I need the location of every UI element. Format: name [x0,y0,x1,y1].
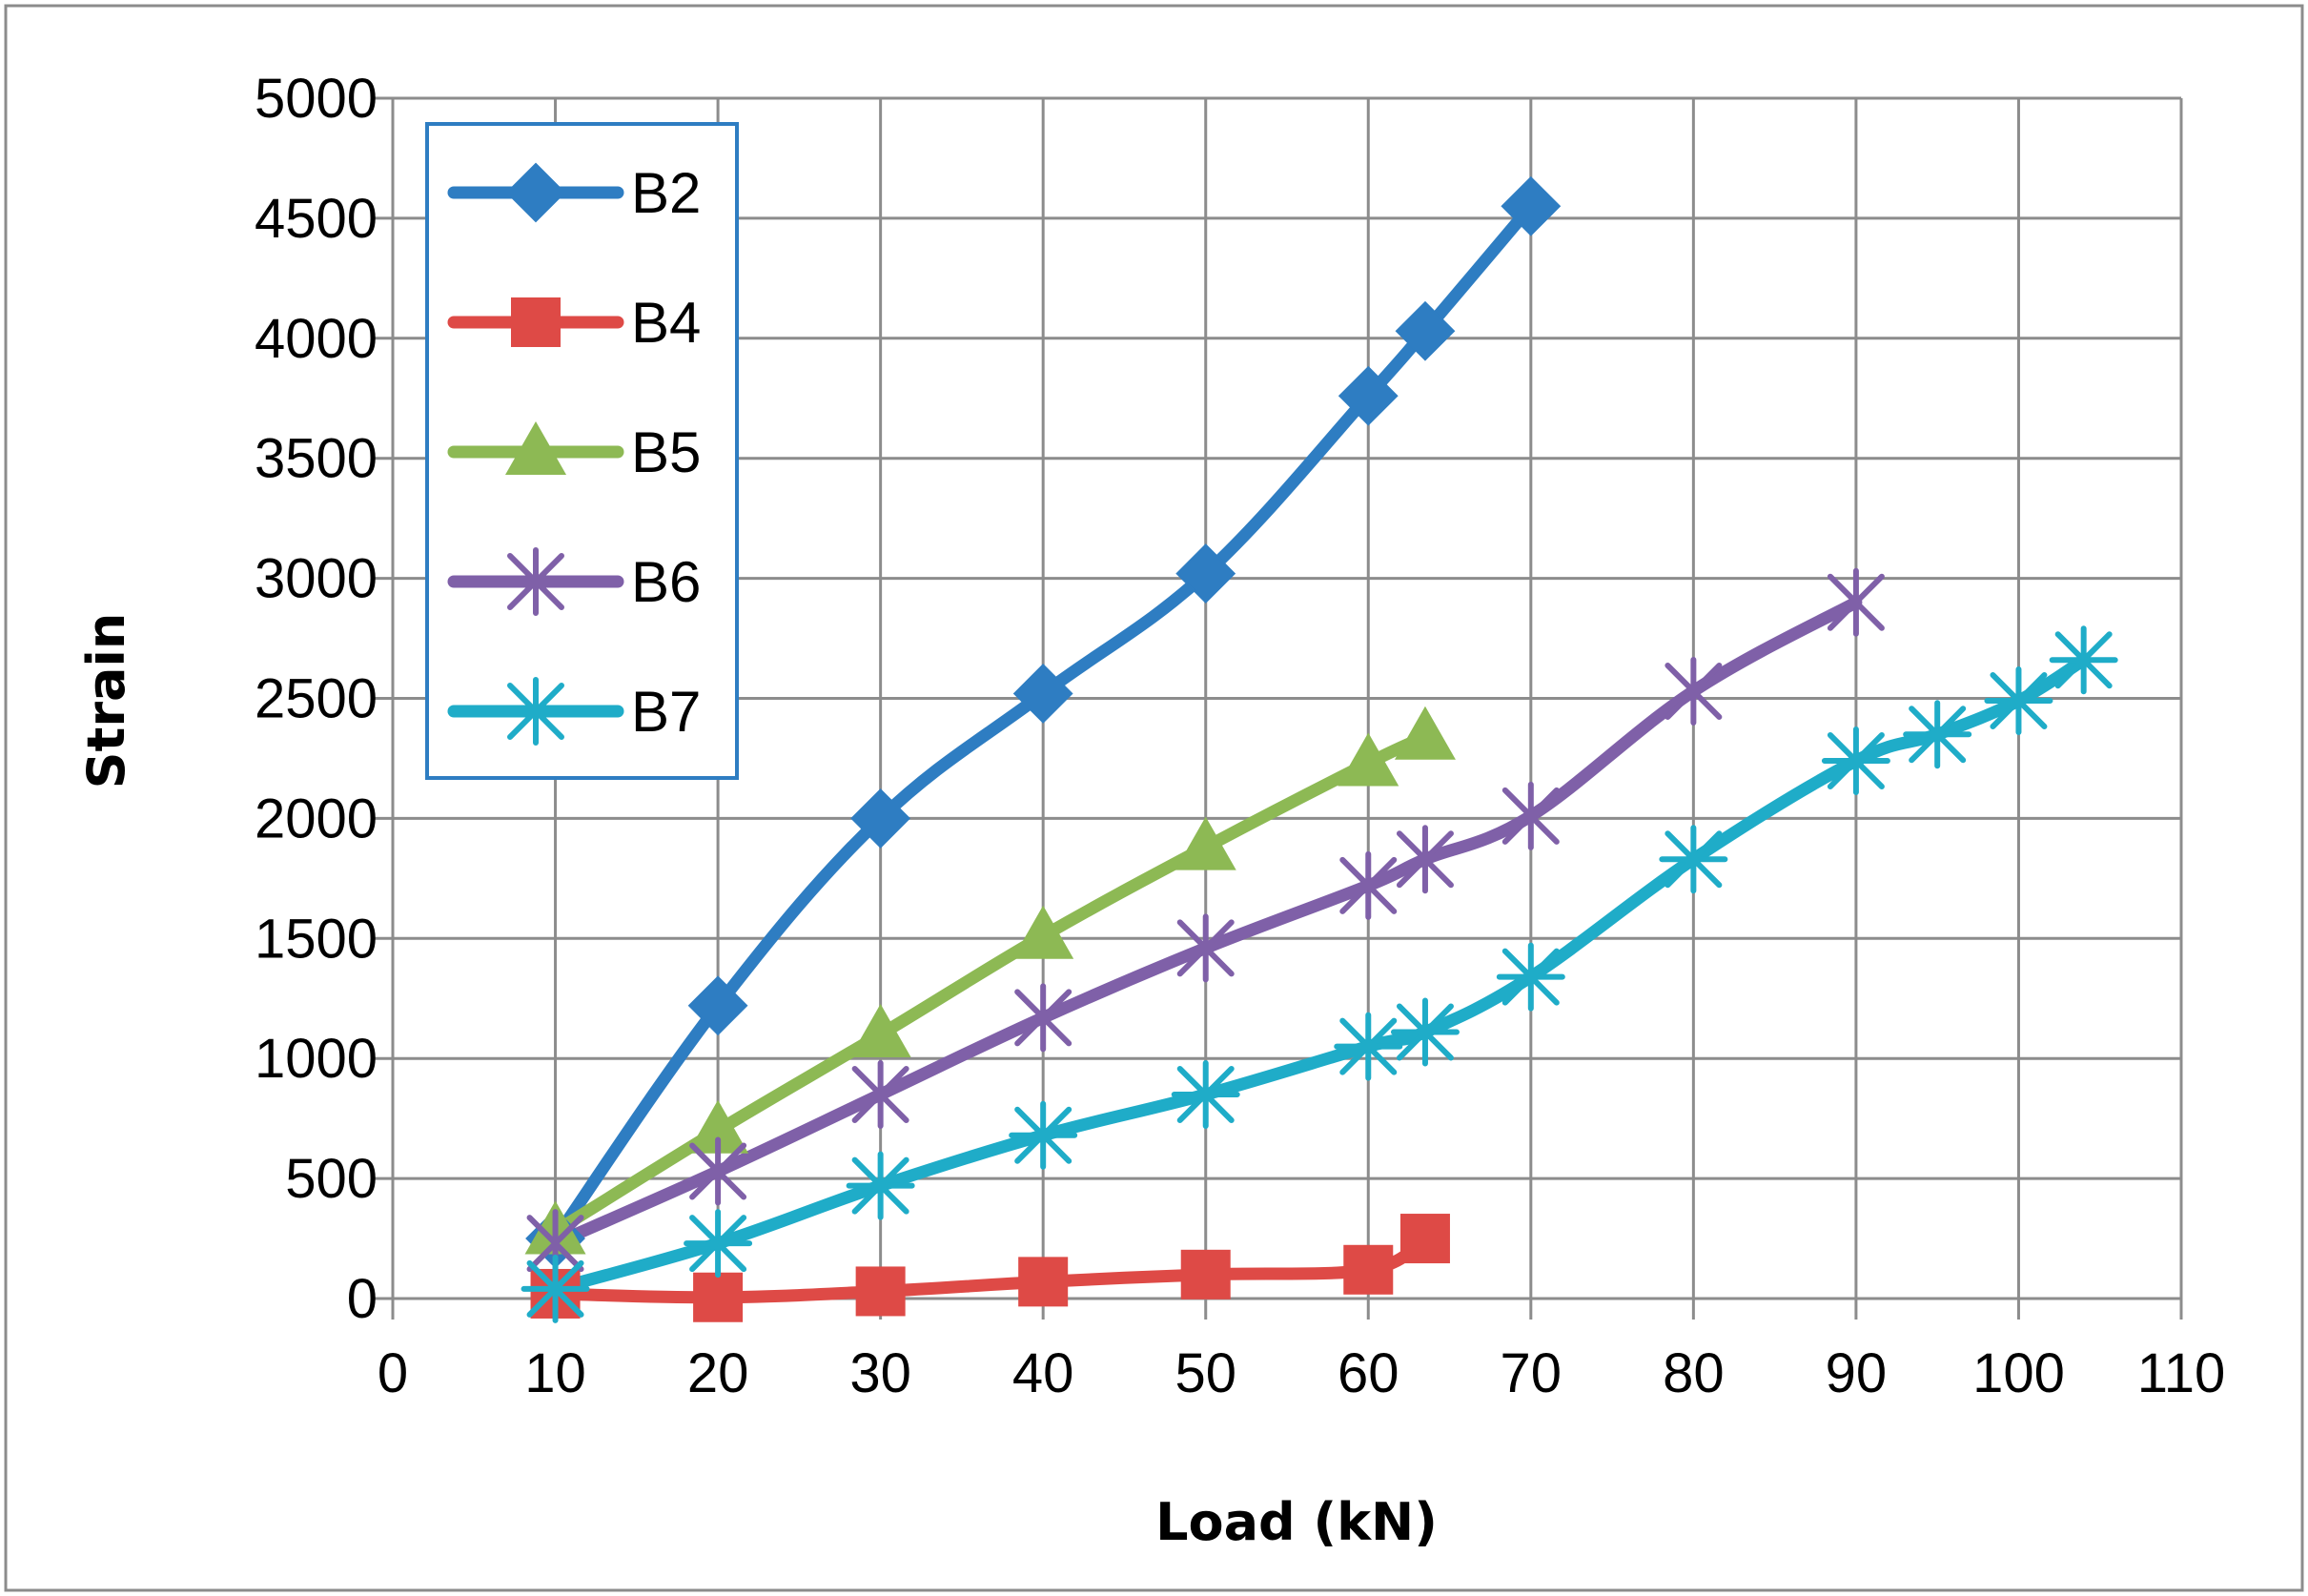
legend-item-b7: B7 [447,677,701,746]
data-point-b6 [1396,825,1454,894]
y-tick-label: 2000 [255,788,378,849]
data-point-b5 [1394,706,1456,760]
data-point-b7 [521,1254,590,1323]
data-point-b7 [2049,625,2118,695]
data-point-b6 [1665,656,1723,726]
y-tick-label: 5000 [255,68,378,130]
data-point-b7 [1984,666,2053,736]
data-point-b2 [1501,175,1562,236]
x-tick-label: 40 [1012,1342,1074,1404]
y-tick-label: 4500 [255,188,378,250]
data-point-b6 [1176,913,1235,983]
legend: B2 B4 B5 B6 B7 [425,122,739,780]
data-point-b7 [684,1209,753,1279]
data-point-b5 [1338,732,1399,787]
data-point-b7 [1903,700,1972,769]
data-point-b6 [1014,983,1072,1053]
data-point-b7 [1659,825,1728,894]
data-point-b2 [850,788,911,849]
legend-item-b5: B5 [447,420,701,484]
data-point-b4 [1399,1214,1450,1264]
data-point-b7 [1334,1012,1403,1081]
series-points-b2 [525,175,1562,1269]
data-point-b6 [1339,850,1398,920]
series-points-b6 [526,567,1885,1279]
data-point-b4 [1018,1257,1069,1307]
data-point-b2 [1175,543,1236,604]
data-point-b7 [1821,726,1890,795]
data-point-b6 [689,1136,747,1206]
legend-label-b2: B2 [631,161,701,225]
x-tick-label: 70 [1501,1342,1562,1404]
legend-marker-b5 [505,421,566,475]
data-point-b2 [1012,664,1073,724]
data-point-b7 [1171,1059,1240,1129]
y-tick-label: 1500 [255,908,378,970]
x-tick-label: 60 [1338,1342,1399,1404]
legend-label-b5: B5 [631,420,701,484]
data-point-b7 [1009,1100,1078,1170]
x-tick-label: 90 [1826,1342,1888,1404]
data-point-b6 [851,1059,909,1129]
data-point-b5 [1012,905,1074,959]
chart-frame [4,4,2304,1592]
x-tick-label: 10 [524,1342,586,1404]
y-tick-label: 1000 [255,1028,378,1090]
data-point-b5 [1174,816,1236,870]
data-point-b4 [693,1272,744,1322]
y-tick-label: 3500 [255,428,378,490]
y-tick-label: 3000 [255,548,378,610]
legend-item-b2: B2 [447,161,701,225]
series-line-b6 [549,596,1863,1250]
y-tick-label: 500 [285,1148,378,1210]
legend-marker-b7 [501,677,570,746]
x-axis-title: Load (kN) [1155,1492,1438,1552]
data-point-b2 [687,975,748,1036]
legend-label-b6: B6 [631,550,701,614]
x-tick-label: 80 [1663,1342,1725,1404]
data-point-b4 [855,1266,906,1317]
data-point-b2 [1338,365,1399,426]
series-line-b7 [549,653,2091,1296]
data-point-b6 [1827,567,1885,637]
y-tick-label: 0 [347,1268,378,1330]
data-point-b7 [1390,997,1460,1067]
x-tick-label: 50 [1174,1342,1236,1404]
series-points-b7 [521,625,2118,1323]
legend-marker-b2 [505,162,566,223]
tick-labels: 0 10 20 30 40 50 60 70 80 90 100 110 0 500 1000 1500 200… [255,68,2225,1404]
legend-label-b7: B7 [631,680,701,744]
y-tick-label: 2500 [255,668,378,730]
series-markers [521,175,2118,1323]
x-tick-label: 100 [1972,1342,2065,1404]
legend-label-b4: B4 [631,291,701,355]
data-point-b7 [846,1151,915,1220]
data-point-b5 [687,1099,749,1154]
x-tick-label: 30 [849,1342,911,1404]
legend-marker-b6 [507,547,564,616]
x-tick-label: 0 [378,1342,408,1404]
data-point-b5 [849,1004,911,1058]
data-point-b7 [1496,942,1565,1012]
legend-marker-b4 [511,297,561,347]
data-point-b2 [1395,300,1456,361]
data-point-b4 [1180,1249,1231,1299]
legend-item-b4: B4 [447,291,701,355]
y-tick-label: 4000 [255,308,378,370]
x-tick-label: 20 [687,1342,749,1404]
data-point-b6 [1501,781,1560,850]
data-point-b4 [1343,1244,1394,1295]
y-axis-title: Strain [76,613,136,789]
x-tick-label: 110 [2137,1342,2225,1404]
legend-item-b6: B6 [447,547,701,616]
